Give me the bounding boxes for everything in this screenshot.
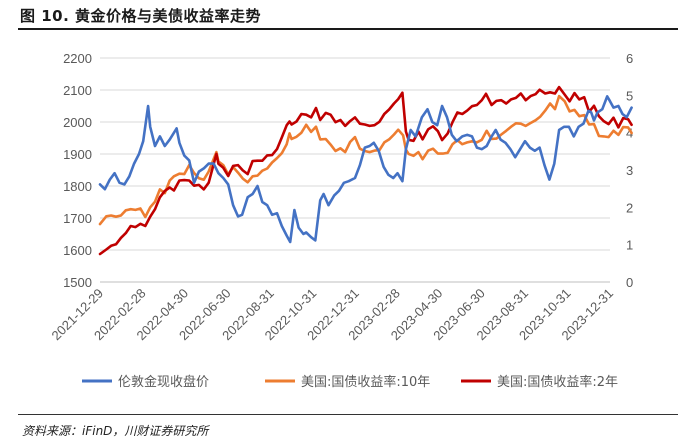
y-left-tick-label: 2000 (63, 115, 92, 130)
y-left-tick-label: 1700 (63, 211, 92, 226)
y-left-tick-label: 2200 (63, 51, 92, 66)
y-right-tick-label: 6 (626, 51, 633, 66)
y-right-tick-label: 5 (626, 88, 633, 103)
y-right-tick-label: 3 (626, 163, 633, 178)
y-left-tick-label: 2100 (63, 83, 92, 98)
legend-label: 美国:国债收益率:2年 (497, 374, 618, 390)
y-right-tick-label: 0 (626, 275, 633, 290)
y-left-tick-label: 1500 (63, 275, 92, 290)
chart: 1500160017001800190020002100220001234562… (48, 51, 633, 390)
source-rule (18, 414, 678, 415)
y-left-tick-label: 1900 (63, 147, 92, 162)
title-rule (18, 28, 678, 30)
legend-label: 伦敦金现收盘价 (118, 374, 209, 390)
y-right-tick-label: 4 (626, 126, 633, 141)
series-line-3 (98, 85, 633, 256)
legend-label: 美国:国债收益率:10年 (301, 374, 430, 390)
figure-title: 图 10. 黄金价格与美债收益率走势 (20, 7, 262, 25)
y-left-tick-label: 1600 (63, 243, 92, 258)
y-right-tick-label: 2 (626, 200, 633, 215)
y-left-tick-label: 1800 (63, 179, 92, 194)
series-line-2 (98, 94, 633, 226)
y-right-tick-label: 1 (626, 238, 633, 253)
series-line-1 (98, 95, 633, 244)
source-note: 资料来源：iFinD，川财证券研究所 (22, 424, 209, 438)
